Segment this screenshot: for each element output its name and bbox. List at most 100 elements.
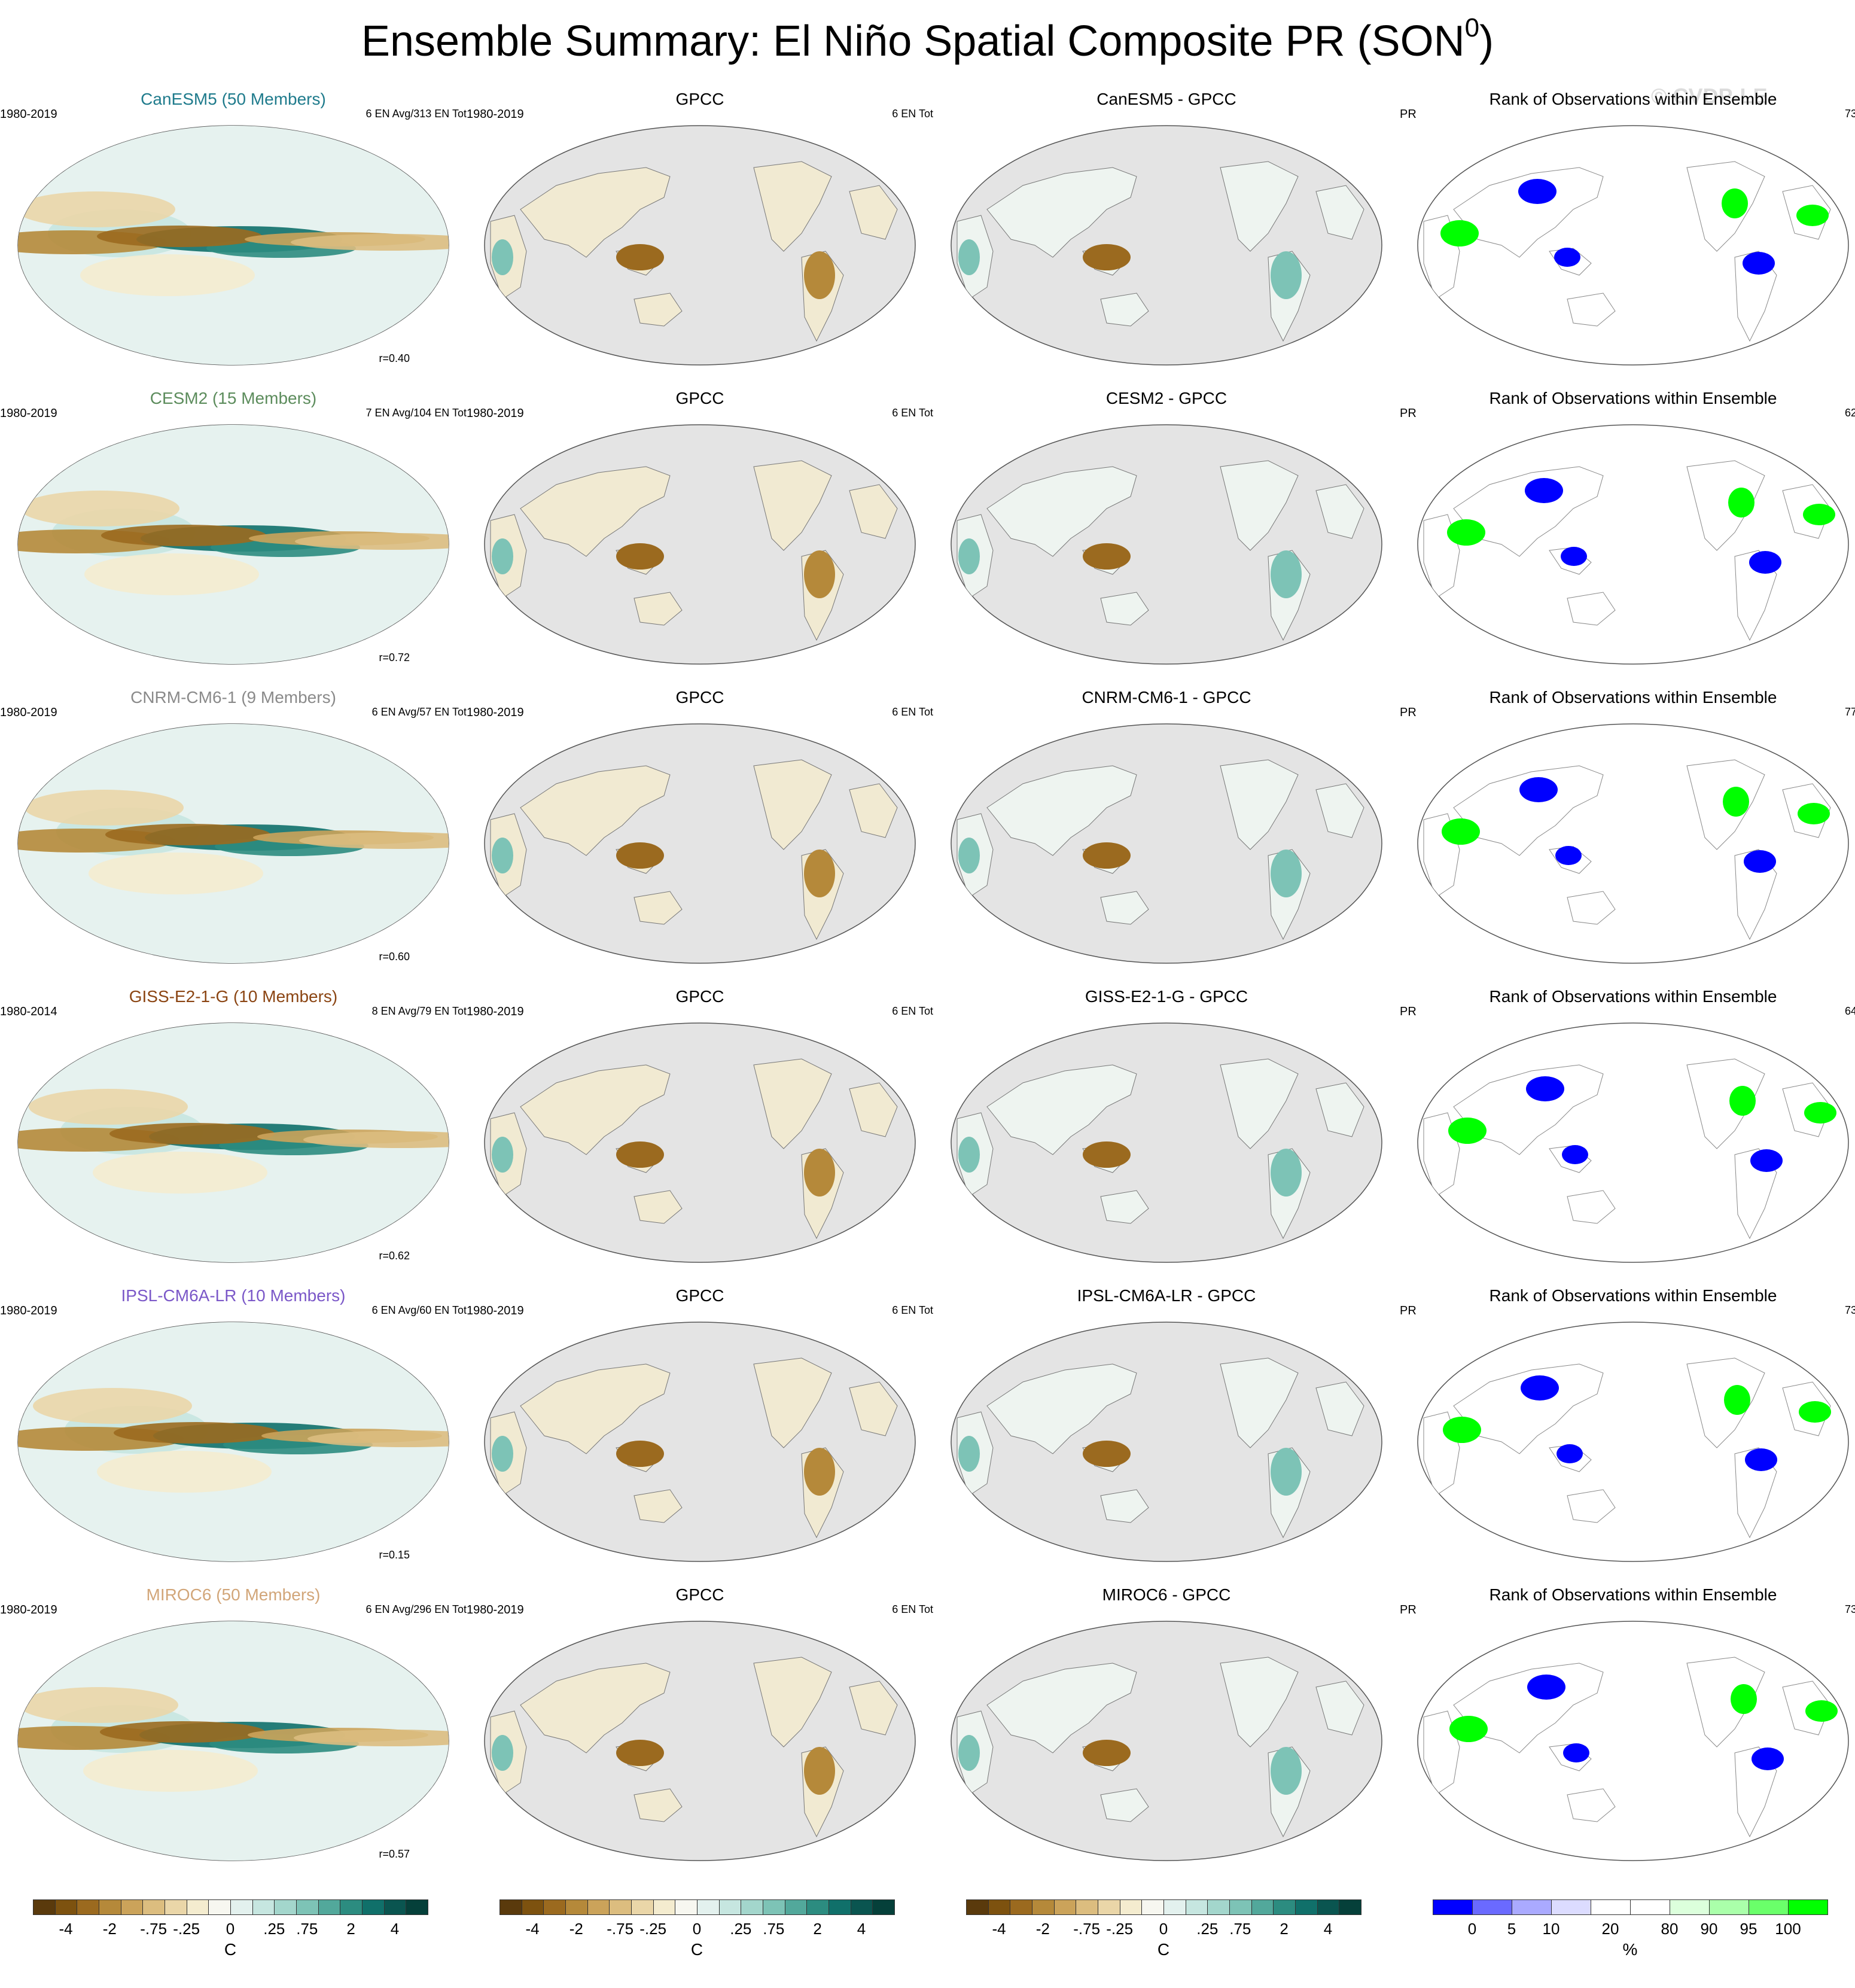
land-outline: [1220, 1058, 1299, 1149]
obs-years: 1980-2019: [467, 1005, 524, 1018]
globe-background: [1417, 125, 1849, 366]
land-outline: [1567, 891, 1616, 925]
land-outline: [520, 1064, 671, 1155]
obs-title: GPCC: [675, 688, 724, 707]
colorbar-tick-label: 2: [813, 1920, 822, 1938]
figure-title: Ensemble Summary: El Niño Spatial Compos…: [361, 13, 1494, 65]
land-outline: [1567, 1190, 1616, 1224]
rank-percent: 73%: [1844, 1603, 1855, 1615]
colorbar-tick-label: 10: [1542, 1920, 1560, 1938]
land-outline: [849, 1680, 898, 1736]
obs-title: GPCC: [675, 1286, 724, 1305]
pattern-correlation: r=0.60: [379, 951, 410, 963]
wet-anomaly-region: [958, 538, 980, 574]
rank-percent: 77%: [1844, 706, 1855, 718]
globe-background: [951, 424, 1382, 665]
precip-anomaly-region: [80, 254, 255, 296]
rank-region: [1752, 1748, 1784, 1770]
model-en-info: 7 EN Avg/104 EN Tot: [365, 407, 467, 419]
land-outline: [1567, 293, 1616, 327]
model-title: GISS-E2-1-G (10 Members): [129, 987, 338, 1006]
precip-anomaly-region: [20, 491, 179, 526]
model-years: 1980-2014: [0, 1005, 57, 1018]
colorbar-unit: C: [1157, 1940, 1170, 1959]
model-map: [17, 723, 449, 964]
colorbar-swatch: [54, 1899, 78, 1915]
land-outline: [1100, 293, 1149, 327]
anomaly-region: [1271, 1448, 1302, 1496]
rank-region: [1798, 803, 1830, 824]
obs-en-info: 6 EN Tot: [892, 1005, 933, 1017]
colorbar-tick-label: 4: [857, 1920, 866, 1938]
colorbar-swatch: [828, 1899, 851, 1915]
colorbar-tick-label: 95: [1740, 1920, 1757, 1938]
colorbar-tick-label: .25: [730, 1920, 752, 1938]
colorbar-swatch: [296, 1899, 319, 1915]
anomaly-region: [804, 1448, 835, 1496]
colorbar-swatch: [1512, 1899, 1552, 1915]
anomaly-region: [1271, 850, 1302, 897]
model-en-info: 6 EN Avg/57 EN Tot: [371, 706, 467, 718]
dry-anomaly-region: [616, 1740, 664, 1766]
land-outline: [986, 1663, 1137, 1753]
model-years: 1980-2019: [0, 706, 57, 719]
obs-panel: GPCC 1980-2019 6 EN Tot: [467, 688, 933, 975]
precip-anomaly-region: [291, 234, 449, 251]
land-outline: [1315, 1381, 1364, 1436]
obs-panel: GPCC 1980-2019 6 EN Tot: [467, 1286, 933, 1573]
colorbar-swatch: [99, 1899, 121, 1915]
model-map: [17, 1022, 449, 1263]
land-outline: [1453, 765, 1604, 856]
colorbar-swatch: [165, 1899, 187, 1915]
colorbar-swatch: [274, 1899, 297, 1915]
land-outline: [1220, 759, 1299, 850]
anomaly-region: [804, 850, 835, 897]
land-outline: [1567, 1788, 1616, 1822]
colorbar-tick-label: -.75: [1073, 1920, 1101, 1938]
land-outline: [1100, 1190, 1149, 1224]
rank-title: Rank of Observations within Ensemble: [1489, 987, 1777, 1006]
obs-title: GPCC: [675, 90, 724, 108]
land-outline: [986, 765, 1137, 856]
dry-anomaly-region: [1083, 1441, 1131, 1467]
dry-anomaly-region: [1083, 1740, 1131, 1766]
colorbar-swatch: [142, 1899, 165, 1915]
precip-anomaly-region: [83, 1750, 258, 1792]
precip-anomaly-region: [89, 853, 263, 894]
colorbar-tick-label: 0: [692, 1920, 702, 1938]
colorbar-tick-label: -.25: [173, 1920, 200, 1938]
colorbar-swatch: [1433, 1899, 1473, 1915]
land-outline: [1315, 185, 1364, 240]
colorbar-swatch: [521, 1899, 544, 1915]
rank-region: [1440, 220, 1479, 246]
rank-title: Rank of Observations within Ensemble: [1489, 1585, 1777, 1604]
land-outline: [1100, 1788, 1149, 1822]
model-map: [17, 1621, 449, 1861]
rank-region: [1744, 850, 1776, 873]
precip-anomaly-region: [105, 824, 270, 845]
globe-background: [1417, 1022, 1849, 1263]
land-outline: [633, 592, 683, 626]
model-title: CNRM-CM6-1 (9 Members): [130, 688, 336, 707]
obs-map: [484, 1322, 916, 1562]
rank-title: Rank of Observations within Ensemble: [1489, 1286, 1777, 1305]
diff-map: [951, 1621, 1382, 1861]
colorbar-tick-label: -.75: [607, 1920, 634, 1938]
colorbar-tick-label: -.25: [639, 1920, 667, 1938]
obs-map: [484, 1022, 916, 1263]
globe-background: [951, 723, 1382, 964]
colorbar-swatch: [208, 1899, 231, 1915]
wet-anomaly-region: [492, 838, 513, 873]
anomaly-region: [804, 1149, 835, 1197]
dry-anomaly-region: [1083, 842, 1131, 869]
land-outline: [1453, 1663, 1604, 1753]
model-panel: CESM2 (15 Members) 1980-2019 7 EN Avg/104 …: [0, 389, 467, 676]
precip-anomaly-region: [101, 525, 266, 546]
diff-panel: MIROC6 - GPCC: [933, 1585, 1400, 1873]
rank-region: [1799, 1401, 1831, 1423]
land-outline: [849, 783, 898, 838]
land-outline: [520, 167, 671, 258]
wet-anomaly-region: [958, 1436, 980, 1472]
land-outline: [1567, 1489, 1616, 1523]
land-outline: [753, 161, 832, 252]
